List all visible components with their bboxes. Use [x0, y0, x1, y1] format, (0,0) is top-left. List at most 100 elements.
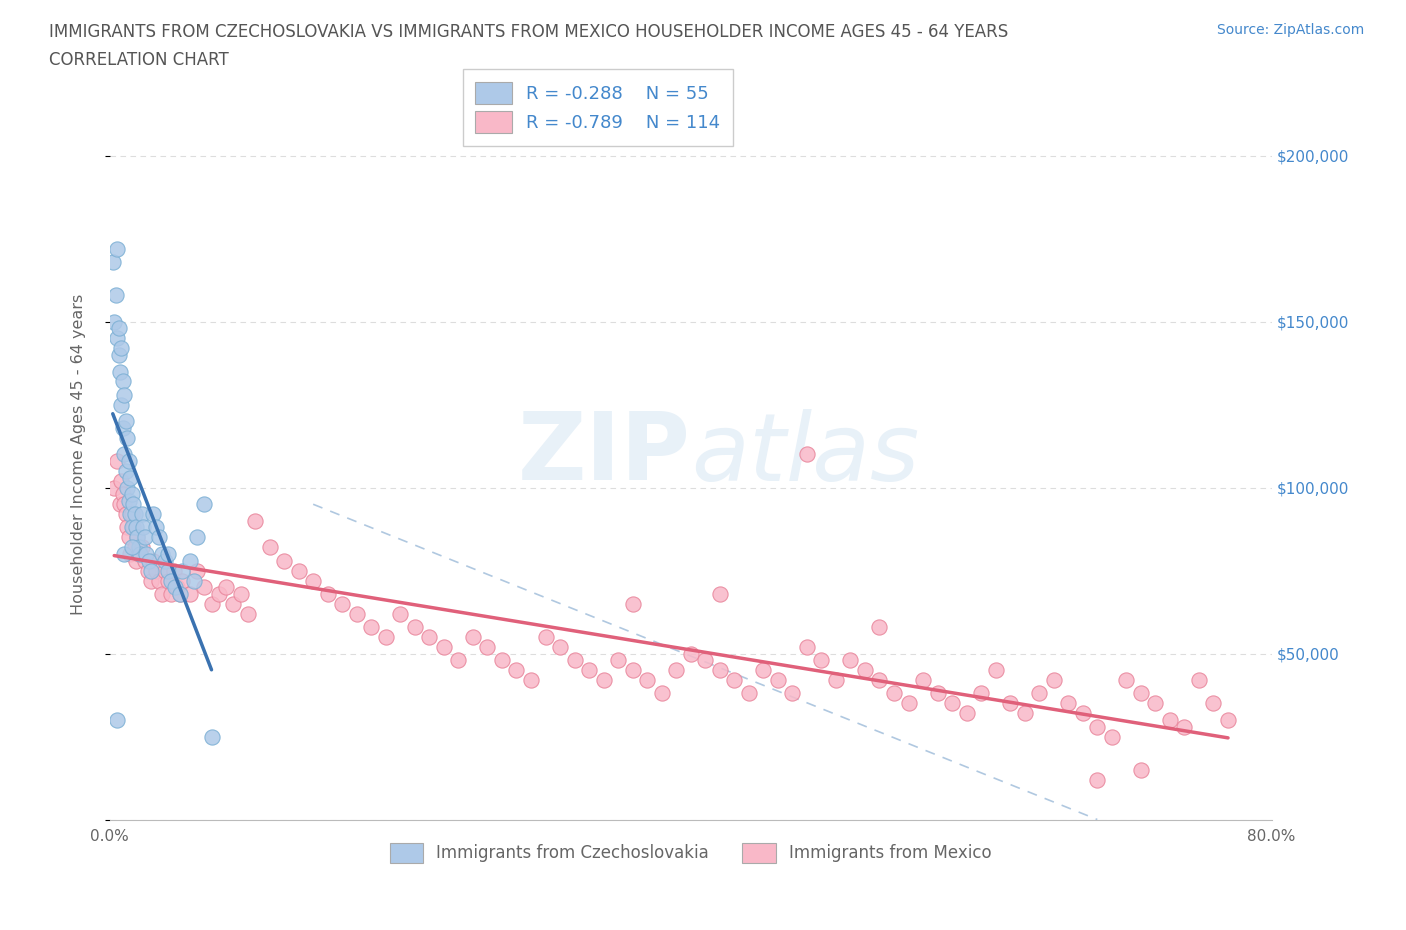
Text: IMMIGRANTS FROM CZECHOSLOVAKIA VS IMMIGRANTS FROM MEXICO HOUSEHOLDER INCOME AGES: IMMIGRANTS FROM CZECHOSLOVAKIA VS IMMIGR…: [49, 23, 1008, 41]
Point: [1057, 696, 1080, 711]
Point: [132, 520, 155, 535]
Point: [796, 447, 818, 462]
Point: [723, 672, 745, 687]
Point: [148, 573, 170, 588]
Point: [1042, 672, 1064, 687]
Point: [433, 640, 456, 655]
Point: [243, 513, 266, 528]
Point: [883, 686, 905, 701]
Point: [156, 573, 179, 588]
Point: [101, 255, 124, 270]
Point: [108, 364, 131, 379]
Point: [153, 553, 176, 568]
Point: [128, 547, 150, 562]
Point: [128, 540, 150, 555]
Point: [825, 672, 848, 687]
Point: [127, 530, 149, 545]
Point: [111, 487, 134, 502]
Point: [273, 553, 295, 568]
Point: [738, 686, 761, 701]
Point: [621, 596, 644, 611]
Point: [695, 653, 717, 668]
Point: [127, 530, 149, 545]
Point: [118, 454, 141, 469]
Point: [1188, 672, 1211, 687]
Point: [912, 672, 935, 687]
Point: [145, 564, 167, 578]
Point: [1216, 712, 1239, 727]
Point: [1085, 719, 1108, 734]
Point: [200, 596, 222, 611]
Point: [869, 672, 891, 687]
Point: [302, 573, 325, 588]
Point: [166, 579, 188, 594]
Point: [1115, 672, 1137, 687]
Point: [752, 663, 775, 678]
Point: [111, 420, 134, 435]
Point: [853, 663, 876, 678]
Point: [1144, 696, 1167, 711]
Legend: Immigrants from Czechoslovakia, Immigrants from Mexico: Immigrants from Czechoslovakia, Immigran…: [382, 836, 998, 870]
Point: [564, 653, 586, 668]
Point: [112, 447, 135, 462]
Point: [330, 596, 353, 611]
Text: CORRELATION CHART: CORRELATION CHART: [49, 51, 229, 69]
Point: [156, 547, 179, 562]
Point: [139, 564, 162, 578]
Point: [107, 348, 129, 363]
Point: [229, 587, 252, 602]
Point: [118, 494, 141, 509]
Point: [122, 520, 145, 535]
Point: [150, 587, 173, 602]
Point: [1129, 763, 1152, 777]
Point: [418, 630, 440, 644]
Point: [998, 696, 1021, 711]
Point: [1129, 686, 1152, 701]
Point: [179, 587, 201, 602]
Point: [120, 547, 142, 562]
Point: [104, 287, 127, 302]
Point: [105, 712, 128, 727]
Point: [156, 564, 179, 578]
Point: [186, 564, 208, 578]
Point: [956, 706, 979, 721]
Point: [112, 387, 135, 402]
Point: [346, 606, 368, 621]
Point: [1173, 719, 1195, 734]
Point: [193, 497, 215, 512]
Point: [114, 414, 136, 429]
Point: [134, 530, 156, 545]
Point: [142, 553, 165, 568]
Point: [111, 374, 134, 389]
Point: [970, 686, 993, 701]
Point: [121, 520, 143, 535]
Point: [129, 547, 152, 562]
Point: [125, 520, 148, 535]
Point: [665, 663, 688, 678]
Point: [105, 241, 128, 256]
Point: [138, 553, 160, 568]
Point: [131, 540, 153, 555]
Text: Source: ZipAtlas.com: Source: ZipAtlas.com: [1216, 23, 1364, 37]
Point: [153, 564, 176, 578]
Point: [447, 653, 470, 668]
Point: [120, 471, 142, 485]
Point: [215, 579, 238, 594]
Point: [1159, 712, 1181, 727]
Point: [1101, 729, 1123, 744]
Y-axis label: Householder Income Ages 45 - 64 years: Householder Income Ages 45 - 64 years: [72, 294, 86, 615]
Point: [236, 606, 259, 621]
Point: [869, 619, 891, 634]
Point: [316, 587, 339, 602]
Point: [621, 663, 644, 678]
Point: [810, 653, 832, 668]
Point: [520, 672, 543, 687]
Point: [150, 547, 173, 562]
Point: [897, 696, 920, 711]
Point: [148, 530, 170, 545]
Point: [139, 573, 162, 588]
Point: [374, 630, 396, 644]
Point: [941, 696, 963, 711]
Point: [120, 507, 142, 522]
Point: [110, 397, 132, 412]
